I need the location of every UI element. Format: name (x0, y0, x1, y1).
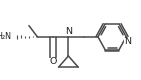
Text: N: N (65, 27, 72, 36)
Text: N: N (124, 38, 131, 46)
Text: H₂N: H₂N (0, 32, 11, 41)
Text: O: O (49, 58, 57, 66)
